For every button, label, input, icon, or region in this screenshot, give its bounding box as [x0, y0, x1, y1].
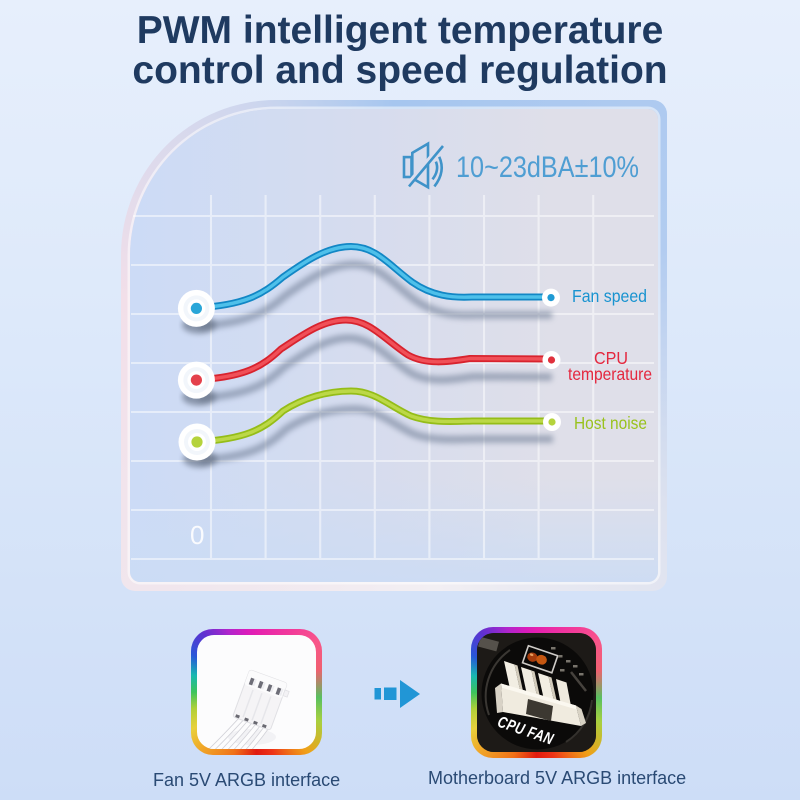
- svg-text:0: 0: [190, 520, 204, 550]
- svg-text:10~23dBA±10%: 10~23dBA±10%: [456, 151, 639, 184]
- svg-text:Fan speed: Fan speed: [572, 286, 647, 306]
- svg-text:Host noise: Host noise: [574, 413, 647, 433]
- svg-text:temperature: temperature: [568, 364, 652, 384]
- svg-text:CPU: CPU: [594, 348, 628, 368]
